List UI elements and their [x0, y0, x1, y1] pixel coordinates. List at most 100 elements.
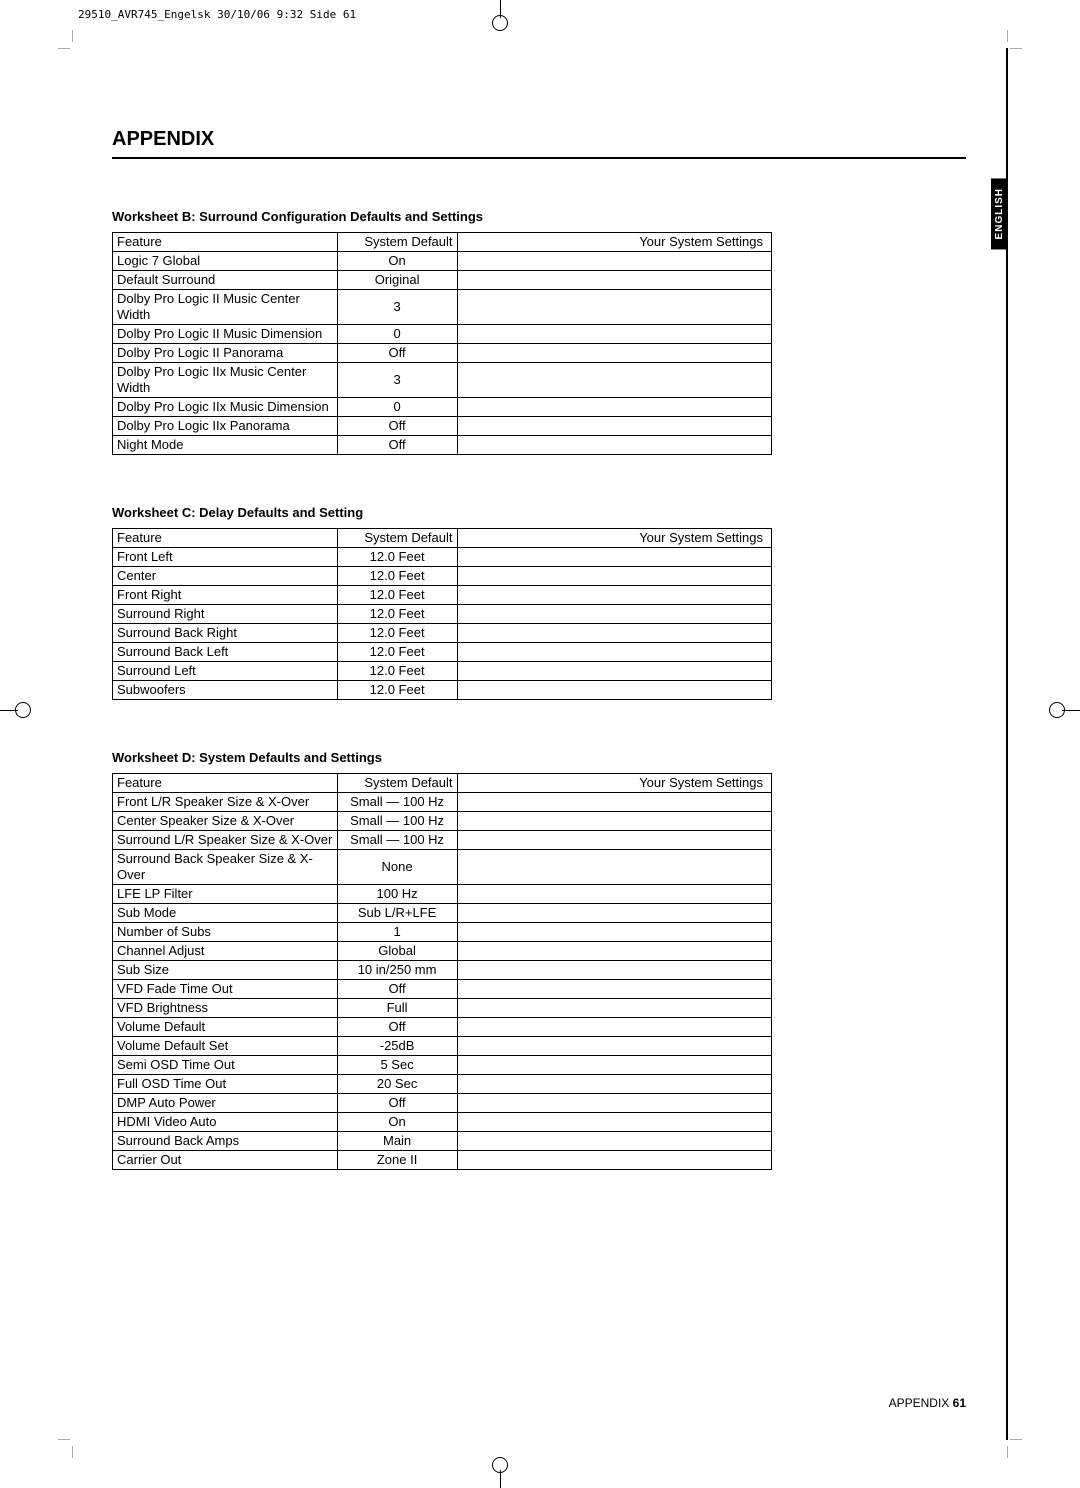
cell-feature: Carrier Out — [113, 1151, 338, 1170]
table-row: Carrier OutZone II — [113, 1151, 772, 1170]
cell-feature: Logic 7 Global — [113, 252, 338, 271]
cell-feature: VFD Brightness — [113, 999, 338, 1018]
table-row: VFD BrightnessFull — [113, 999, 772, 1018]
title-rule — [112, 157, 966, 159]
cell-settings — [457, 605, 771, 624]
table-row: Dolby Pro Logic IIx Music Dimension0 — [113, 398, 772, 417]
cell-default: On — [337, 1113, 457, 1132]
cell-settings — [457, 1037, 771, 1056]
table-row: Surround Back Right12.0 Feet — [113, 624, 772, 643]
corner-mark — [1010, 1439, 1022, 1440]
page-footer: APPENDIX 61 — [889, 1396, 966, 1410]
cell-default: Main — [337, 1132, 457, 1151]
cell-feature: Front Right — [113, 586, 338, 605]
cell-settings — [457, 942, 771, 961]
table-row: Volume Default Set-25dB — [113, 1037, 772, 1056]
footer-label: APPENDIX — [889, 1396, 950, 1410]
header-default: System Default — [337, 774, 457, 793]
cell-feature: Surround Back Speaker Size & X-Over — [113, 850, 338, 885]
cell-feature: Number of Subs — [113, 923, 338, 942]
table-row: DMP Auto PowerOff — [113, 1094, 772, 1113]
cell-settings — [457, 567, 771, 586]
worksheet-d-table: Feature System Default Your System Setti… — [112, 773, 772, 1170]
header-default: System Default — [337, 233, 457, 252]
cell-settings — [457, 643, 771, 662]
cell-settings — [457, 624, 771, 643]
header-settings: Your System Settings — [457, 529, 771, 548]
cell-settings — [457, 831, 771, 850]
cell-default: On — [337, 252, 457, 271]
table-row: Surround Back Left12.0 Feet — [113, 643, 772, 662]
cell-settings — [457, 885, 771, 904]
cell-default: Off — [337, 436, 457, 455]
table-row: Surround Right12.0 Feet — [113, 605, 772, 624]
cell-feature: Surround Back Right — [113, 624, 338, 643]
cell-settings — [457, 980, 771, 999]
table-row: Full OSD Time Out20 Sec — [113, 1075, 772, 1094]
table-row: Subwoofers12.0 Feet — [113, 681, 772, 700]
cell-feature: Semi OSD Time Out — [113, 1056, 338, 1075]
page-content: APPENDIX Worksheet B: Surround Configura… — [72, 48, 1006, 1210]
cell-default: 12.0 Feet — [337, 624, 457, 643]
cell-feature: Dolby Pro Logic II Music Dimension — [113, 325, 338, 344]
table-row: Surround Left12.0 Feet — [113, 662, 772, 681]
crop-mark-left — [0, 700, 30, 720]
cell-settings — [457, 850, 771, 885]
cell-settings — [457, 436, 771, 455]
cell-settings — [457, 344, 771, 363]
cell-feature: Surround Back Left — [113, 643, 338, 662]
cell-default: Off — [337, 980, 457, 999]
cell-default: -25dB — [337, 1037, 457, 1056]
cell-settings — [457, 1075, 771, 1094]
cell-settings — [457, 417, 771, 436]
table-row: Default SurroundOriginal — [113, 271, 772, 290]
cell-feature: Front L/R Speaker Size & X-Over — [113, 793, 338, 812]
cell-feature: Channel Adjust — [113, 942, 338, 961]
table-row: Night ModeOff — [113, 436, 772, 455]
cell-feature: Dolby Pro Logic IIx Music Dimension — [113, 398, 338, 417]
worksheet-b-body: Logic 7 GlobalOnDefault SurroundOriginal… — [113, 252, 772, 455]
cell-settings — [457, 363, 771, 398]
cell-settings — [457, 398, 771, 417]
cell-feature: Surround L/R Speaker Size & X-Over — [113, 831, 338, 850]
cell-settings — [457, 252, 771, 271]
cell-default: 100 Hz — [337, 885, 457, 904]
cell-feature: Center Speaker Size & X-Over — [113, 812, 338, 831]
cell-feature: Front Left — [113, 548, 338, 567]
cell-feature: Surround Back Amps — [113, 1132, 338, 1151]
table-row: Semi OSD Time Out5 Sec — [113, 1056, 772, 1075]
table-row: Number of Subs1 — [113, 923, 772, 942]
cell-feature: Dolby Pro Logic II Panorama — [113, 344, 338, 363]
cell-default: 12.0 Feet — [337, 662, 457, 681]
header-feature: Feature — [113, 233, 338, 252]
cell-settings — [457, 961, 771, 980]
footer-page-number: 61 — [953, 1396, 966, 1410]
worksheet-d-title: Worksheet D: System Defaults and Setting… — [112, 750, 966, 765]
page-container: ENGLISH APPENDIX Worksheet B: Surround C… — [72, 48, 1008, 1440]
table-row: Surround Back AmpsMain — [113, 1132, 772, 1151]
table-row: Logic 7 GlobalOn — [113, 252, 772, 271]
header-settings: Your System Settings — [457, 774, 771, 793]
cell-default: Off — [337, 1094, 457, 1113]
cell-feature: Surround Right — [113, 605, 338, 624]
cell-feature: Default Surround — [113, 271, 338, 290]
corner-mark — [1007, 30, 1008, 42]
table-row: Front Right12.0 Feet — [113, 586, 772, 605]
cell-default: 3 — [337, 363, 457, 398]
worksheet-b-title: Worksheet B: Surround Configuration Defa… — [112, 209, 966, 224]
header-feature: Feature — [113, 774, 338, 793]
cell-feature: LFE LP Filter — [113, 885, 338, 904]
table-row: Center Speaker Size & X-OverSmall — 100 … — [113, 812, 772, 831]
language-tab: ENGLISH — [991, 178, 1008, 249]
cell-feature: Dolby Pro Logic IIx Music Center Width — [113, 363, 338, 398]
cell-feature: VFD Fade Time Out — [113, 980, 338, 999]
crop-mark-bottom — [490, 1458, 510, 1488]
corner-mark — [1010, 48, 1022, 49]
table-header-row: Feature System Default Your System Setti… — [113, 529, 772, 548]
cell-default: Global — [337, 942, 457, 961]
table-row: Volume DefaultOff — [113, 1018, 772, 1037]
corner-mark — [1007, 1446, 1008, 1458]
cell-feature: Night Mode — [113, 436, 338, 455]
cell-default: 12.0 Feet — [337, 681, 457, 700]
cell-default: 5 Sec — [337, 1056, 457, 1075]
